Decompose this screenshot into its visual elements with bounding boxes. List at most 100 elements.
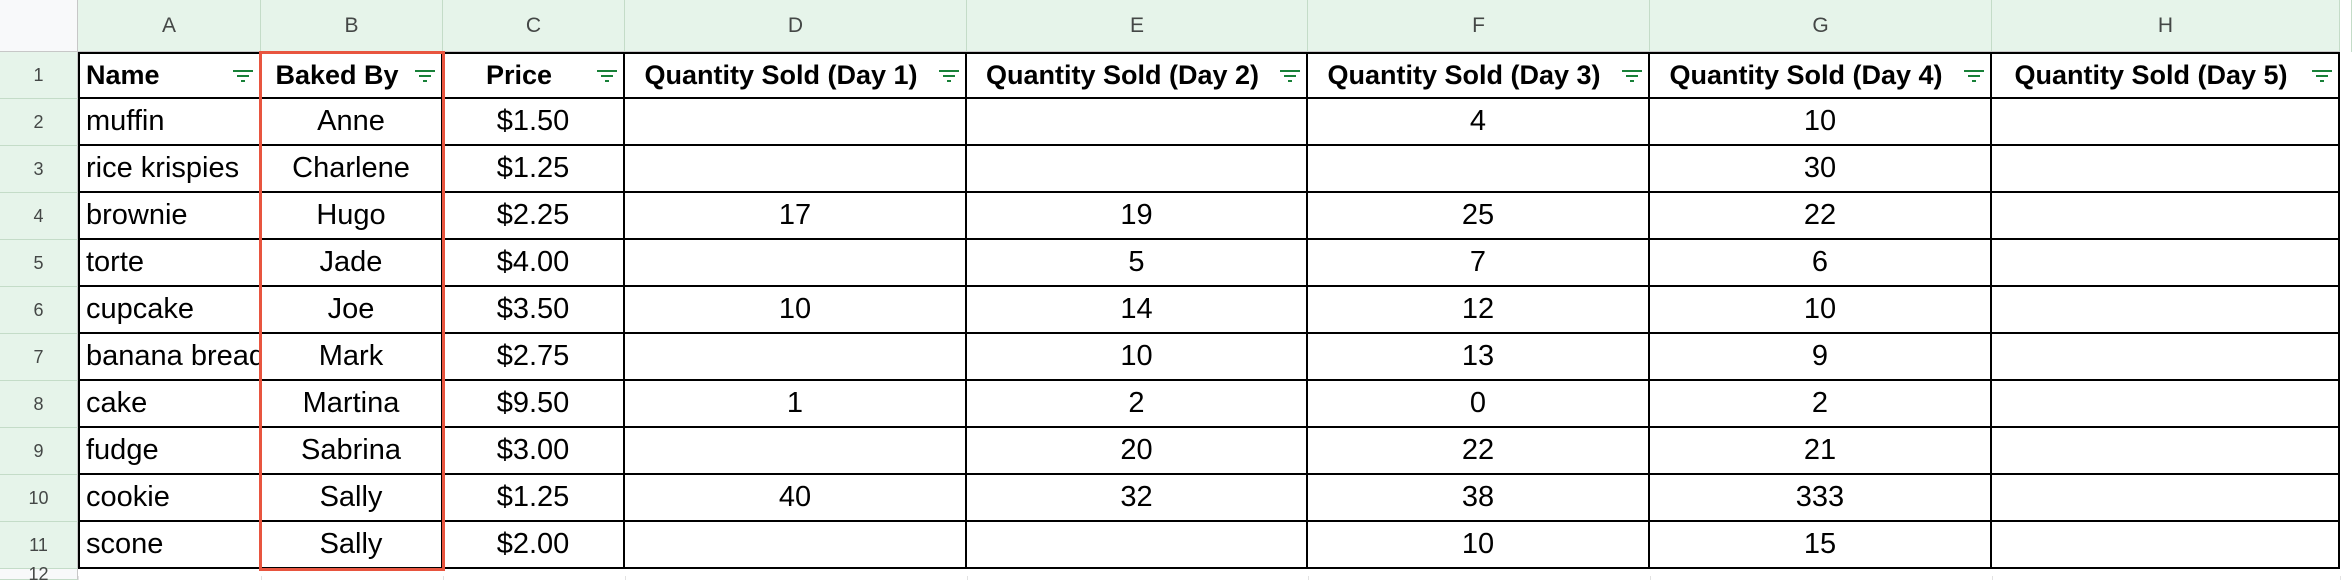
cell-f11[interactable]: 10 <box>1308 522 1650 569</box>
cell-b5[interactable]: Jade <box>261 240 443 287</box>
cell-a10[interactable]: cookie <box>78 475 261 522</box>
filter-icon[interactable] <box>939 69 959 83</box>
cell-f3[interactable] <box>1308 146 1650 193</box>
column-header-h[interactable]: H <box>1992 0 2340 52</box>
cell-e3[interactable] <box>967 146 1308 193</box>
cell-h5[interactable] <box>1992 240 2340 287</box>
header-cell-h[interactable]: Quantity Sold (Day 5) <box>1992 52 2340 99</box>
header-cell-e[interactable]: Quantity Sold (Day 2) <box>967 52 1308 99</box>
cell-h11[interactable] <box>1992 522 2340 569</box>
cell-a2[interactable]: muffin <box>78 99 261 146</box>
header-cell-f[interactable]: Quantity Sold (Day 3) <box>1308 52 1650 99</box>
row-header-12[interactable]: 12 <box>0 564 78 584</box>
cell-b9[interactable]: Sabrina <box>261 428 443 475</box>
cell-g8[interactable]: 2 <box>1650 381 1992 428</box>
cell-a9[interactable]: fudge <box>78 428 261 475</box>
cell-h4[interactable] <box>1992 193 2340 240</box>
cell-e7[interactable]: 10 <box>967 334 1308 381</box>
cell-d2[interactable] <box>625 99 967 146</box>
row-header-9[interactable]: 9 <box>0 428 78 475</box>
filter-icon[interactable] <box>1280 69 1300 83</box>
header-cell-a[interactable]: Name <box>78 52 261 99</box>
header-cell-c[interactable]: Price <box>443 52 625 99</box>
row-header-8[interactable]: 8 <box>0 381 78 428</box>
cell-h9[interactable] <box>1992 428 2340 475</box>
cell-h2[interactable] <box>1992 99 2340 146</box>
filter-icon[interactable] <box>415 69 435 83</box>
cell-e10[interactable]: 32 <box>967 475 1308 522</box>
cell-b7[interactable]: Mark <box>261 334 443 381</box>
cell-e5[interactable]: 5 <box>967 240 1308 287</box>
cell-e4[interactable]: 19 <box>967 193 1308 240</box>
cell-a3[interactable]: rice krispies <box>78 146 261 193</box>
cell-f2[interactable]: 4 <box>1308 99 1650 146</box>
cell-g2[interactable]: 10 <box>1650 99 1992 146</box>
row-header-10[interactable]: 10 <box>0 475 78 522</box>
cell-f10[interactable]: 38 <box>1308 475 1650 522</box>
cell-e11[interactable] <box>967 522 1308 569</box>
cell-c3[interactable]: $1.25 <box>443 146 625 193</box>
cell-e9[interactable]: 20 <box>967 428 1308 475</box>
row-header-4[interactable]: 4 <box>0 193 78 240</box>
row-header-7[interactable]: 7 <box>0 334 78 381</box>
cell-f4[interactable]: 25 <box>1308 193 1650 240</box>
cell-c5[interactable]: $4.00 <box>443 240 625 287</box>
cell-d3[interactable] <box>625 146 967 193</box>
cell-e6[interactable]: 14 <box>967 287 1308 334</box>
cell-g10[interactable]: 333 <box>1650 475 1992 522</box>
cell-d5[interactable] <box>625 240 967 287</box>
cell-g3[interactable]: 30 <box>1650 146 1992 193</box>
cell-b3[interactable]: Charlene <box>261 146 443 193</box>
cell-h3[interactable] <box>1992 146 2340 193</box>
cell-b4[interactable]: Hugo <box>261 193 443 240</box>
filter-icon[interactable] <box>1964 69 1984 83</box>
cell-c10[interactable]: $1.25 <box>443 475 625 522</box>
row-header-2[interactable]: 2 <box>0 99 78 146</box>
cell-h8[interactable] <box>1992 381 2340 428</box>
cell-a5[interactable]: torte <box>78 240 261 287</box>
cell-h6[interactable] <box>1992 287 2340 334</box>
filter-icon[interactable] <box>233 69 253 83</box>
row-header-1[interactable]: 1 <box>0 52 78 99</box>
cell-g4[interactable]: 22 <box>1650 193 1992 240</box>
cell-b6[interactable]: Joe <box>261 287 443 334</box>
cell-f5[interactable]: 7 <box>1308 240 1650 287</box>
cell-d11[interactable] <box>625 522 967 569</box>
cell-f6[interactable]: 12 <box>1308 287 1650 334</box>
cell-c7[interactable]: $2.75 <box>443 334 625 381</box>
cell-e8[interactable]: 2 <box>967 381 1308 428</box>
cell-g9[interactable]: 21 <box>1650 428 1992 475</box>
cell-c2[interactable]: $1.50 <box>443 99 625 146</box>
column-header-g[interactable]: G <box>1650 0 1992 52</box>
cell-d8[interactable]: 1 <box>625 381 967 428</box>
cell-b8[interactable]: Martina <box>261 381 443 428</box>
cell-c4[interactable]: $2.25 <box>443 193 625 240</box>
cell-c6[interactable]: $3.50 <box>443 287 625 334</box>
column-header-c[interactable]: C <box>443 0 625 52</box>
column-header-b[interactable]: B <box>261 0 443 52</box>
cell-b10[interactable]: Sally <box>261 475 443 522</box>
cell-d7[interactable] <box>625 334 967 381</box>
cell-g7[interactable]: 9 <box>1650 334 1992 381</box>
select-all-corner[interactable] <box>0 0 78 52</box>
cell-a7[interactable]: banana bread <box>78 334 261 381</box>
column-header-e[interactable]: E <box>967 0 1308 52</box>
cell-g5[interactable]: 6 <box>1650 240 1992 287</box>
row-header-3[interactable]: 3 <box>0 146 78 193</box>
cell-g6[interactable]: 10 <box>1650 287 1992 334</box>
cell-g11[interactable]: 15 <box>1650 522 1992 569</box>
cell-h7[interactable] <box>1992 334 2340 381</box>
header-cell-b[interactable]: Baked By <box>261 52 443 99</box>
cell-b11[interactable]: Sally <box>261 522 443 569</box>
cell-a6[interactable]: cupcake <box>78 287 261 334</box>
cell-d4[interactable]: 17 <box>625 193 967 240</box>
filter-icon[interactable] <box>2312 69 2332 83</box>
cell-f8[interactable]: 0 <box>1308 381 1650 428</box>
header-cell-g[interactable]: Quantity Sold (Day 4) <box>1650 52 1992 99</box>
cell-b2[interactable]: Anne <box>261 99 443 146</box>
column-header-a[interactable]: A <box>78 0 261 52</box>
cell-a8[interactable]: cake <box>78 381 261 428</box>
cell-a11[interactable]: scone <box>78 522 261 569</box>
header-cell-d[interactable]: Quantity Sold (Day 1) <box>625 52 967 99</box>
cell-d6[interactable]: 10 <box>625 287 967 334</box>
